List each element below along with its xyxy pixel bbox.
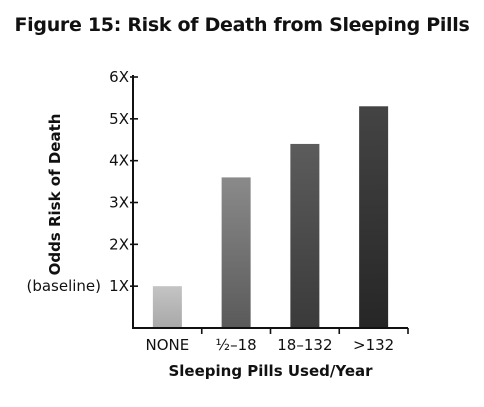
bar-0 bbox=[152, 286, 182, 328]
y-axis-title: Odds Risk of Death bbox=[46, 114, 64, 276]
labels-layer: 1X 2X 3X 4X 5X 6X (baseline) NONE ½–18 18–132 >132… bbox=[26, 68, 394, 380]
y-tick-label-3: 4X bbox=[109, 152, 129, 170]
x-axis-title: Sleeping Pills Used/Year bbox=[168, 362, 373, 380]
x-tick-label-3: >132 bbox=[353, 336, 394, 354]
chart-title: Figure 15: Risk of Death from Sleeping P… bbox=[14, 14, 470, 36]
x-tick-label-2: 18–132 bbox=[277, 336, 332, 354]
y-tick-label-2: 3X bbox=[109, 194, 129, 212]
bar-3 bbox=[359, 106, 389, 329]
axes-layer bbox=[130, 75, 409, 334]
x-tick-label-0: NONE bbox=[146, 336, 190, 354]
y-tick-label-0: 1X bbox=[109, 277, 129, 295]
bar-2 bbox=[290, 143, 320, 328]
y-tick-label-1: 2X bbox=[109, 235, 129, 253]
x-tick-label-1: ½–18 bbox=[216, 336, 257, 354]
y-tick-label-4: 5X bbox=[109, 110, 129, 128]
y-tick-label-5: 6X bbox=[109, 68, 129, 86]
bar-1 bbox=[221, 177, 251, 328]
bars-layer bbox=[152, 106, 389, 329]
baseline-label: (baseline) bbox=[26, 277, 101, 295]
